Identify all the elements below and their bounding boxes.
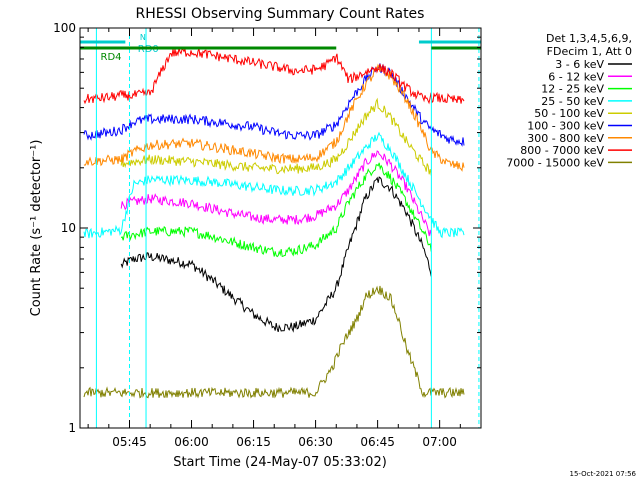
legend-label-7000-15000-kev: 7000 - 15000 keV	[506, 156, 604, 169]
x-tick-label-0545: 05:45	[112, 435, 147, 449]
state-bars: RD0RD4N	[80, 33, 481, 63]
x-axis-label: Start Time (24-May-07 05:33:02)	[173, 455, 387, 470]
series-line-100-300-kev	[83, 63, 465, 147]
series-line-800-7000-kev	[83, 46, 465, 105]
legend-label-25-50-kev: 25 - 50 keV	[541, 95, 604, 108]
chart-title: RHESSI Observing Summary Count Rates	[136, 6, 425, 22]
x-tick-label-0630: 06:30	[298, 435, 333, 449]
x-tick-label-0645: 06:45	[360, 435, 395, 449]
x-tick-label-0700: 07:00	[422, 435, 457, 449]
legend-label-300-800-kev: 300 - 800 keV	[527, 132, 604, 145]
plot-area: RD0RD4N	[80, 28, 481, 428]
x-tick-label-0615: 06:15	[236, 435, 271, 449]
legend-label-100-300-kev: 100 - 300 keV	[527, 120, 604, 133]
series-line-6-12-kev	[120, 150, 432, 237]
y-axis-label: Count Rate (s⁻¹ detector⁻¹)	[29, 140, 44, 317]
series-line-25-50-kev	[83, 131, 465, 239]
legend-label-50-100-kev: 50 - 100 keV	[534, 107, 604, 120]
y-tick-label-1: 1	[68, 421, 76, 435]
series-line-3-6-kev	[120, 176, 432, 333]
x-tick-label-0600: 06:00	[174, 435, 209, 449]
series-line-12-25-kev	[120, 162, 432, 258]
series-line-7000-15000-kev	[83, 285, 465, 399]
series-line-50-100-kev	[120, 97, 432, 176]
legend-label-800-7000-kev: 800 - 7000 keV	[520, 144, 604, 157]
generation-timestamp: 15-Oct-2021 07:56	[570, 470, 637, 478]
legend-header-line-2: FDecim 1, Att 0	[547, 45, 632, 58]
legend-header-line-1: Det 1,3,4,5,6,9,	[546, 32, 632, 45]
y-tick-label-100: 100	[53, 21, 76, 35]
series-line-300-800-kev	[83, 63, 465, 172]
legend-label-3-6-kev: 3 - 6 keV	[555, 58, 604, 71]
legend-label-6-12-kev: 6 - 12 keV	[548, 70, 604, 83]
state-bar-label-n: N	[140, 33, 146, 42]
series-lines	[83, 28, 480, 428]
y-tick-label-10: 10	[61, 221, 76, 235]
state-bar-label-rd4: RD4	[101, 52, 122, 63]
legend-label-12-25-kev: 12 - 25 keV	[541, 83, 604, 96]
legend: Det 1,3,4,5,6,9,FDecim 1, Att 03 - 6 keV…	[506, 32, 632, 169]
y-axis: 1 10 100	[53, 21, 481, 435]
x-axis: 05:45 06:00 06:15 06:30 06:45 07:00	[87, 28, 482, 449]
